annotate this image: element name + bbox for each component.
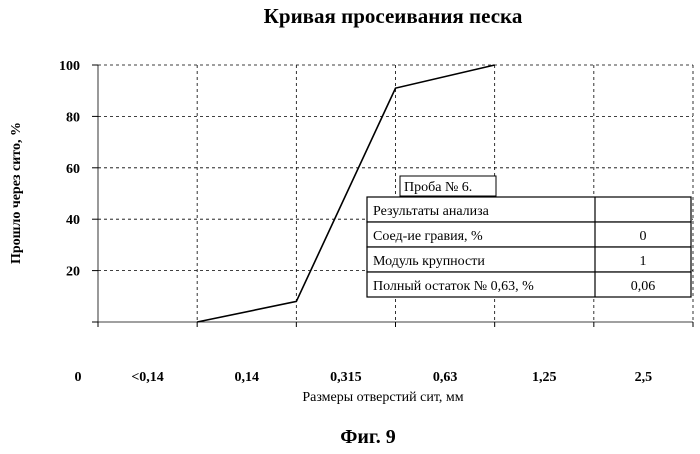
table-row-value: 0,06 xyxy=(631,279,656,294)
y-tick-label: 60 xyxy=(66,162,80,177)
table-row-label: Полный остаток № 0,63, % xyxy=(373,279,534,294)
table-row xyxy=(366,271,692,298)
x-tick-label: 0,14 xyxy=(235,370,260,385)
x-tick-label: 1,25 xyxy=(532,370,557,385)
y-tick-label: 100 xyxy=(59,59,80,74)
table-row-label: Соед-ие гравия, % xyxy=(373,229,483,244)
table-row-label: Модуль крупности xyxy=(373,254,485,269)
table-rows: Результаты анализа Соед-ие гравия, % 0 Моду… xyxy=(366,196,692,298)
series-line xyxy=(197,64,495,323)
x-tick-label: 0,63 xyxy=(433,370,458,385)
table-row-value: 1 xyxy=(640,254,647,269)
y-tick-labels: 100 80 60 40 20 xyxy=(59,59,80,280)
x-axis-label: Размеры отверстий сит, мм xyxy=(302,390,463,405)
y-tick-label: 20 xyxy=(66,265,80,280)
y-axis-label: Прошло через сито, % xyxy=(9,122,24,264)
x-tick-labels: <0,14 0,14 0,315 0,63 1,25 2,5 xyxy=(131,370,652,385)
y-tick-label: 40 xyxy=(66,213,80,228)
table-row-value: 0 xyxy=(640,229,647,244)
x-tick-label: 0,315 xyxy=(330,370,362,385)
series-group xyxy=(197,64,495,323)
chart-title: Кривая просеивания песка xyxy=(264,4,523,28)
x-origin-label: 0 xyxy=(75,370,82,385)
table-caption-box xyxy=(399,175,497,197)
table-row xyxy=(366,221,692,248)
x-tick-label: <0,14 xyxy=(131,370,163,385)
y-tick-label: 80 xyxy=(66,110,80,125)
figure-caption: Фиг. 9 xyxy=(340,426,396,448)
table-caption: Проба № 6. xyxy=(404,180,472,195)
table-header: Результаты анализа xyxy=(373,204,490,219)
table-header-cell xyxy=(366,196,692,223)
x-tick-label: 2,5 xyxy=(635,370,653,385)
results-table: Проба № 6. Результаты анализа Соед-ие гра… xyxy=(366,175,692,298)
